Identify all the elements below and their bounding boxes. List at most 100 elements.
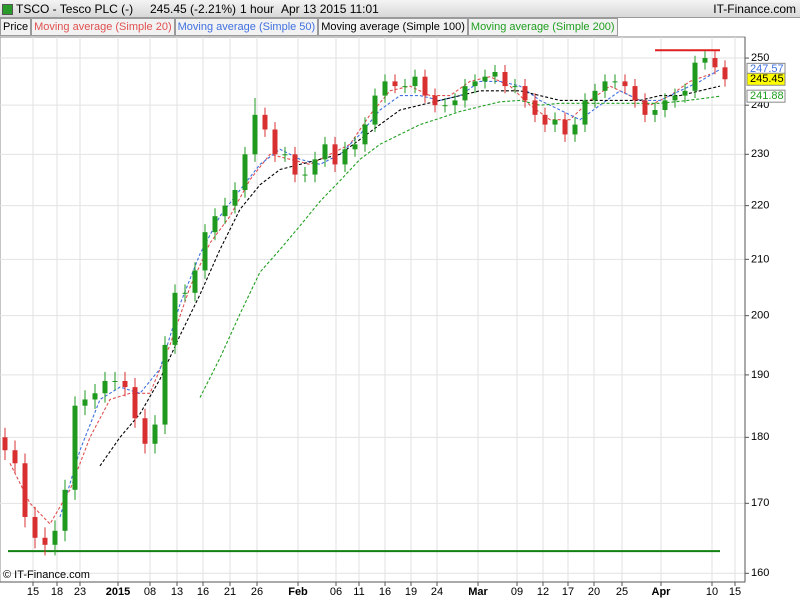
candle-body bbox=[582, 100, 588, 125]
candle-body bbox=[462, 86, 468, 101]
candle-body bbox=[622, 81, 628, 87]
y-tick-label: 170 bbox=[751, 497, 769, 509]
x-tick-label: 11 bbox=[353, 586, 364, 598]
legend-item: Moving average (Simple 100) bbox=[318, 18, 468, 36]
candle-body bbox=[72, 405, 78, 490]
axis-value-label: 241.88 bbox=[750, 90, 784, 102]
candle-body bbox=[452, 100, 458, 106]
axis-value-box bbox=[746, 89, 786, 103]
candle-body bbox=[522, 86, 528, 101]
moving-average-line bbox=[9, 73, 711, 525]
candle-body bbox=[492, 71, 498, 77]
interval: 1 hour bbox=[240, 2, 275, 16]
candle-body bbox=[412, 76, 418, 87]
source: IT-Finance.com bbox=[713, 2, 796, 16]
y-tick-label: 190 bbox=[751, 369, 769, 381]
candle-body bbox=[212, 216, 218, 233]
candle-body bbox=[52, 530, 58, 545]
x-tick-label: 21 bbox=[224, 586, 236, 598]
candle-body bbox=[592, 90, 598, 101]
y-tick-label: 220 bbox=[751, 200, 769, 212]
x-tick-label: 25 bbox=[616, 586, 628, 598]
candle-body bbox=[262, 114, 268, 130]
candle-body bbox=[402, 86, 408, 88]
candle-body bbox=[282, 154, 288, 156]
plot-area bbox=[0, 36, 746, 583]
x-tick-label: Feb bbox=[288, 586, 308, 598]
candle-body bbox=[682, 90, 688, 96]
candle-body bbox=[662, 100, 668, 111]
candle-body bbox=[142, 418, 148, 444]
candle-body bbox=[442, 105, 448, 107]
x-tick-label: 20 bbox=[588, 586, 600, 598]
candle-body bbox=[242, 154, 248, 191]
candle-body bbox=[82, 399, 88, 406]
candle-body bbox=[542, 114, 548, 125]
candle-body bbox=[132, 387, 138, 419]
candle-body bbox=[602, 81, 608, 91]
x-tick-label: 26 bbox=[251, 586, 263, 598]
x-tick-label: 24 bbox=[431, 586, 443, 598]
legend-item: Moving average (Simple 20) bbox=[31, 18, 175, 36]
candle-body bbox=[292, 154, 298, 175]
x-tick-label: Mar bbox=[468, 586, 488, 598]
candle-body bbox=[312, 159, 318, 175]
candle-body bbox=[532, 100, 538, 115]
x-tick-label: 19 bbox=[405, 586, 417, 598]
candle-body bbox=[182, 292, 188, 294]
candle-body bbox=[62, 489, 68, 531]
candle-body bbox=[332, 144, 338, 165]
copyright: © IT-Finance.com bbox=[3, 569, 90, 581]
candle-body bbox=[162, 344, 168, 425]
moving-average-line bbox=[99, 85, 721, 467]
candle-body bbox=[392, 81, 398, 87]
legend-item: Moving average (Simple 50) bbox=[174, 18, 319, 36]
axis-value-box bbox=[746, 72, 786, 86]
y-tick-label: 230 bbox=[751, 148, 769, 160]
y-tick-label: 250 bbox=[751, 52, 769, 64]
x-tick-label: 17 bbox=[562, 586, 574, 598]
candle-body bbox=[672, 95, 678, 101]
candle-body bbox=[722, 67, 728, 80]
candle-body bbox=[702, 58, 708, 63]
x-tick-label: 12 bbox=[537, 586, 549, 598]
candle-body bbox=[472, 81, 478, 87]
moving-average-line bbox=[199, 95, 721, 398]
candle-body bbox=[42, 537, 48, 545]
candle-body bbox=[232, 190, 238, 206]
axis-value-label: 245.45 bbox=[750, 73, 784, 85]
x-tick-label: 10 bbox=[706, 586, 718, 598]
candle-body bbox=[712, 58, 718, 68]
candle-body bbox=[432, 95, 438, 106]
candle-body bbox=[422, 76, 428, 96]
candle-body bbox=[382, 81, 388, 96]
candle-body bbox=[252, 114, 258, 155]
candle-body bbox=[372, 95, 378, 125]
candle-body bbox=[112, 380, 118, 382]
candle-body bbox=[152, 424, 158, 444]
candle-body bbox=[32, 516, 38, 538]
y-tick-label: 210 bbox=[751, 253, 769, 265]
price-change: 245.45 (-2.21%) bbox=[150, 2, 237, 16]
candle-body bbox=[322, 144, 328, 160]
chart-title: TSCO - Tesco PLC (-) bbox=[16, 2, 134, 16]
y-tick-label: 180 bbox=[751, 431, 769, 443]
x-tick-label: 06 bbox=[330, 586, 342, 598]
x-tick-label: 23 bbox=[74, 586, 86, 598]
x-tick-label: 15 bbox=[27, 586, 39, 598]
candle-body bbox=[642, 100, 648, 115]
candle-body bbox=[512, 86, 518, 88]
candle-body bbox=[572, 124, 578, 135]
x-tick-label: Apr bbox=[652, 586, 672, 598]
candle-body bbox=[612, 81, 618, 83]
candle-body bbox=[172, 292, 178, 345]
legend-item: Moving average (Simple 200) bbox=[467, 18, 618, 36]
candle-body bbox=[12, 450, 18, 464]
candle-body bbox=[352, 144, 358, 150]
candle-body bbox=[2, 437, 8, 451]
candle-body bbox=[222, 205, 228, 217]
x-tick-label: 16 bbox=[197, 586, 209, 598]
candle-body bbox=[502, 71, 508, 87]
x-tick-label: 2015 bbox=[106, 586, 130, 598]
